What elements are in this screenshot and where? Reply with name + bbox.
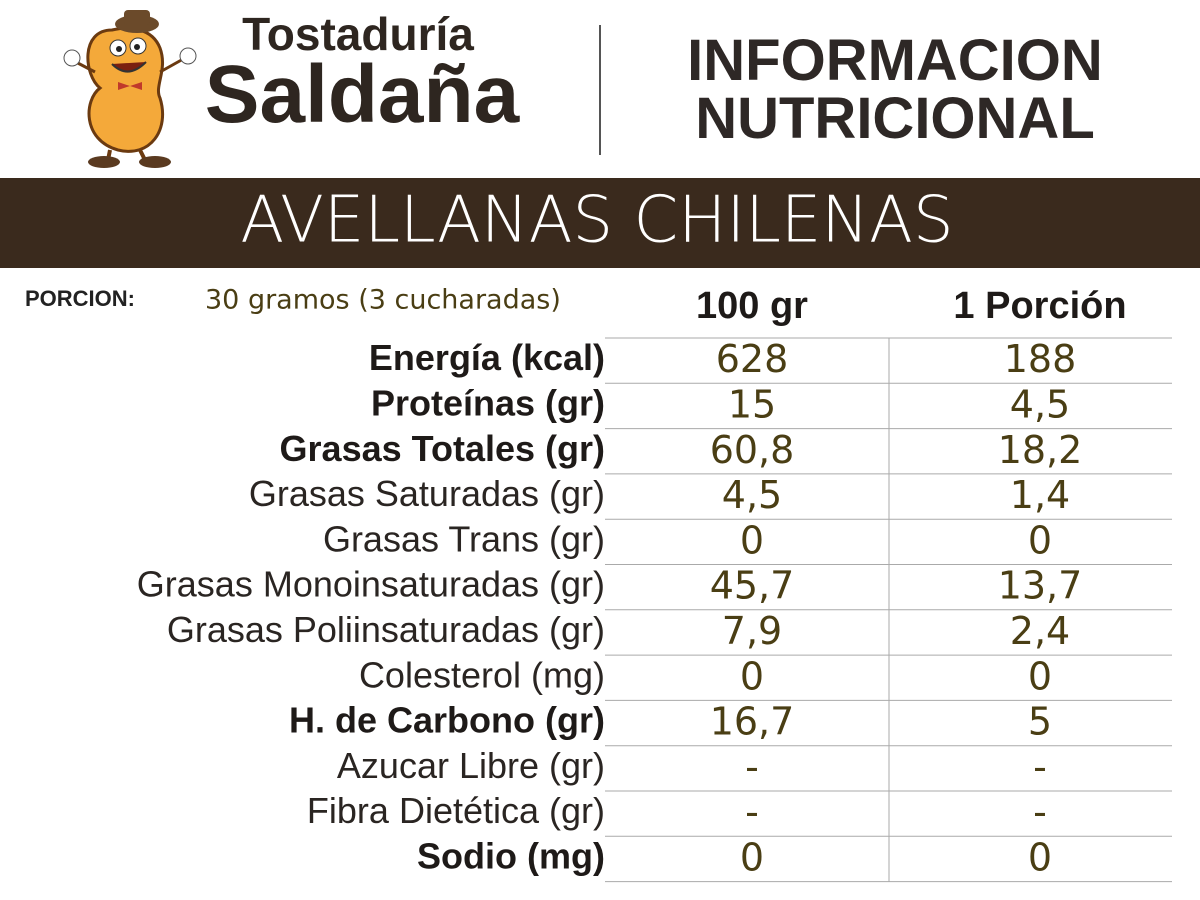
title-line: INFORMACION xyxy=(687,28,1103,93)
cell-value: 18,2 xyxy=(998,428,1083,472)
cell-value: 0 xyxy=(740,835,764,879)
cell-value: 0 xyxy=(740,654,764,698)
cell-value: 188 xyxy=(1004,337,1077,381)
cell-value: 628 xyxy=(716,337,789,381)
mascot xyxy=(63,10,197,168)
column-header: 1 Porción xyxy=(953,285,1126,327)
row-label: Grasas Saturadas (gr) xyxy=(249,473,605,514)
row-label: Energía (kcal) xyxy=(369,337,605,378)
portion-label: PORCION: xyxy=(25,286,135,311)
cell-value: 13,7 xyxy=(998,564,1083,608)
row-label: Grasas Totales (gr) xyxy=(280,428,605,469)
brand-line: Tostaduría xyxy=(242,8,474,60)
title-line: NUTRICIONAL xyxy=(695,86,1095,151)
cell-value: 60,8 xyxy=(710,428,795,472)
row-label: H. de Carbono (gr) xyxy=(289,700,605,741)
row-label: Grasas Poliinsaturadas (gr) xyxy=(167,609,605,650)
brand-line: Saldaña xyxy=(205,49,521,140)
cell-value: 15 xyxy=(728,382,776,426)
cell-value: 45,7 xyxy=(710,564,795,608)
cell-value: 0 xyxy=(1028,654,1052,698)
cell-value: 2,4 xyxy=(1010,609,1070,653)
portion-value: 30 gramos (3 cucharadas) xyxy=(205,285,561,316)
cell-value: 7,9 xyxy=(722,609,782,653)
cell-value: 5 xyxy=(1028,700,1052,744)
cell-value: 0 xyxy=(1028,518,1052,562)
row-label: Proteínas (gr) xyxy=(371,382,605,423)
row-label: Fibra Dietética (gr) xyxy=(307,790,605,831)
cell-value: 0 xyxy=(1028,835,1052,879)
product-band xyxy=(0,178,1200,268)
column-header: 100 gr xyxy=(696,285,808,327)
cell-value: 0 xyxy=(740,518,764,562)
cell-value: 1,4 xyxy=(1010,473,1070,517)
cell-value: - xyxy=(745,745,759,789)
cell-value: - xyxy=(1033,745,1047,789)
nutrition-table: 100 gr 1 Porción Energía (kcal) 628 188 Prote… xyxy=(137,285,1172,883)
cell-value: 4,5 xyxy=(1010,382,1070,426)
cell-value: 16,7 xyxy=(710,700,795,744)
cell-value: - xyxy=(745,790,759,834)
row-label: Grasas Trans (gr) xyxy=(323,518,605,559)
product-name: AVELLANAS CHILENAS xyxy=(240,184,953,258)
row-label: Colesterol (mg) xyxy=(359,654,605,695)
row-label: Grasas Monoinsaturadas (gr) xyxy=(137,564,605,605)
cell-value: 4,5 xyxy=(722,473,782,517)
cell-value: - xyxy=(1033,790,1047,834)
row-label: Sodio (mg) xyxy=(417,835,605,876)
row-label: Azucar Libre (gr) xyxy=(337,745,605,786)
